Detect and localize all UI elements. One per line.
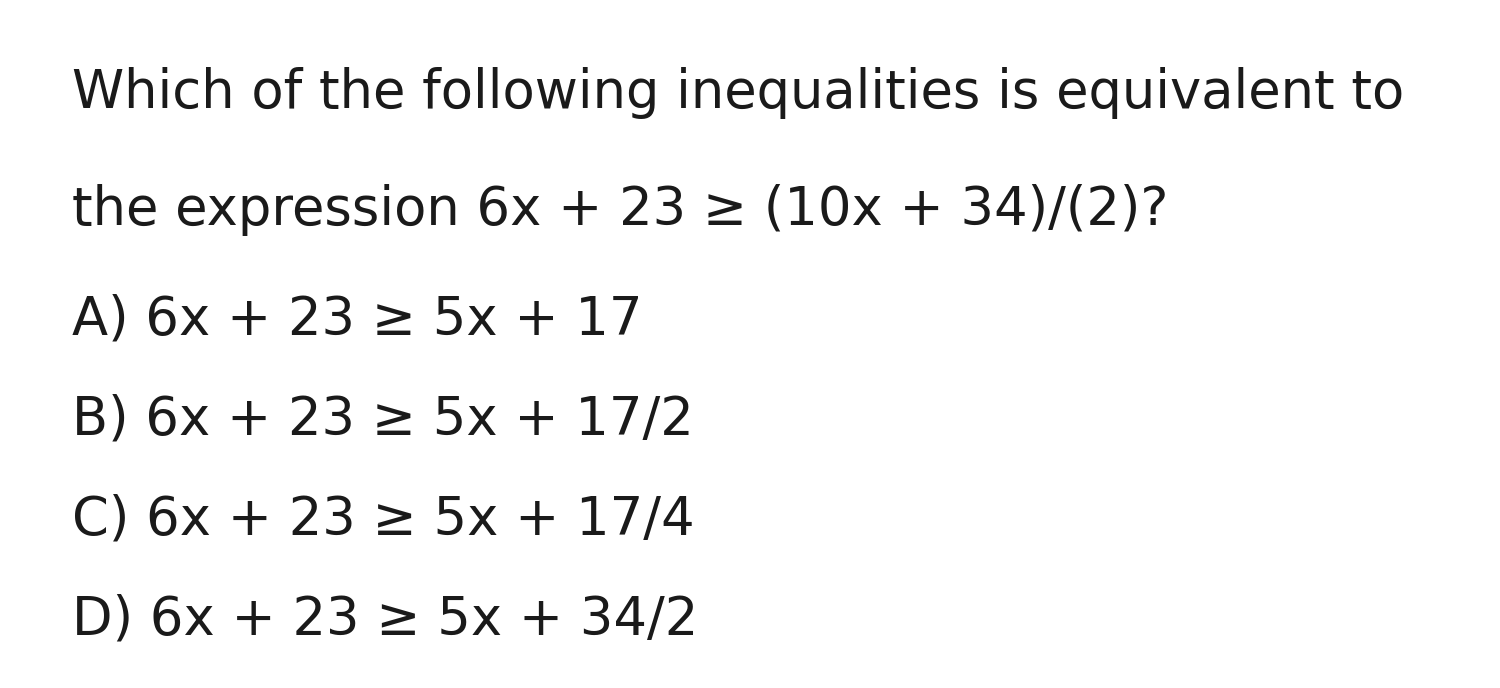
Text: A) 6x + 23 ≥ 5x + 17: A) 6x + 23 ≥ 5x + 17	[72, 294, 642, 346]
Text: D) 6x + 23 ≥ 5x + 34/2: D) 6x + 23 ≥ 5x + 34/2	[72, 593, 698, 645]
Text: B) 6x + 23 ≥ 5x + 17/2: B) 6x + 23 ≥ 5x + 17/2	[72, 394, 693, 446]
Text: Which of the following inequalities is equivalent to: Which of the following inequalities is e…	[72, 67, 1404, 119]
Text: the expression 6x + 23 ≥ (10x + 34)/(2)?: the expression 6x + 23 ≥ (10x + 34)/(2)?	[72, 184, 1168, 236]
Text: C) 6x + 23 ≥ 5x + 17/4: C) 6x + 23 ≥ 5x + 17/4	[72, 493, 694, 546]
